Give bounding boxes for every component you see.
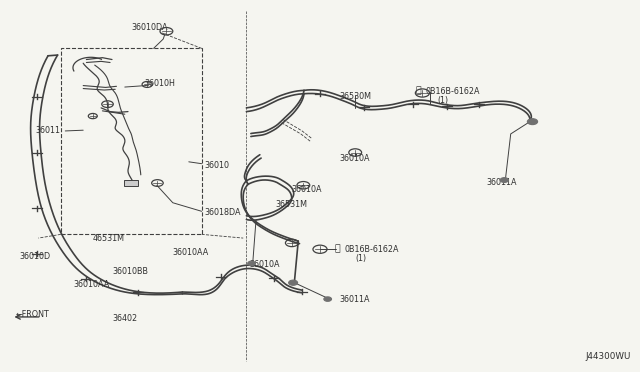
Text: 36530M: 36530M bbox=[339, 92, 371, 101]
Text: 36010A: 36010A bbox=[291, 185, 322, 194]
Text: 36010H: 36010H bbox=[144, 79, 175, 88]
Text: 36010DA: 36010DA bbox=[131, 23, 168, 32]
Text: Ⓢ: Ⓢ bbox=[416, 87, 422, 96]
Text: 36018DA: 36018DA bbox=[205, 208, 241, 217]
Text: Ⓢ: Ⓢ bbox=[335, 245, 340, 254]
Text: (1): (1) bbox=[437, 96, 448, 105]
Text: 0B16B-6162A: 0B16B-6162A bbox=[344, 245, 399, 254]
Text: 36402: 36402 bbox=[112, 314, 137, 323]
Text: (1): (1) bbox=[356, 254, 367, 263]
Circle shape bbox=[289, 280, 298, 285]
Text: 36010: 36010 bbox=[205, 161, 230, 170]
Circle shape bbox=[500, 177, 509, 182]
Text: J44300WU: J44300WU bbox=[585, 352, 630, 361]
Text: 36010AA: 36010AA bbox=[173, 248, 209, 257]
Circle shape bbox=[248, 261, 255, 266]
Bar bbox=[61, 48, 202, 234]
Bar bbox=[124, 180, 138, 186]
Circle shape bbox=[324, 297, 332, 301]
Text: 36011A: 36011A bbox=[486, 178, 517, 187]
Text: 36010AA: 36010AA bbox=[74, 280, 110, 289]
Text: 36010A: 36010A bbox=[339, 154, 370, 163]
Text: 36531M: 36531M bbox=[275, 200, 307, 209]
Circle shape bbox=[527, 119, 538, 125]
Text: 36010A: 36010A bbox=[250, 260, 280, 269]
Text: 36010D: 36010D bbox=[19, 252, 51, 261]
Text: ←FRONT: ←FRONT bbox=[16, 310, 50, 319]
Text: 36011: 36011 bbox=[35, 126, 60, 135]
Text: 0B16B-6162A: 0B16B-6162A bbox=[426, 87, 480, 96]
Text: 36011A: 36011A bbox=[339, 295, 370, 304]
Text: 46531M: 46531M bbox=[93, 234, 125, 243]
Text: 36010BB: 36010BB bbox=[112, 267, 148, 276]
